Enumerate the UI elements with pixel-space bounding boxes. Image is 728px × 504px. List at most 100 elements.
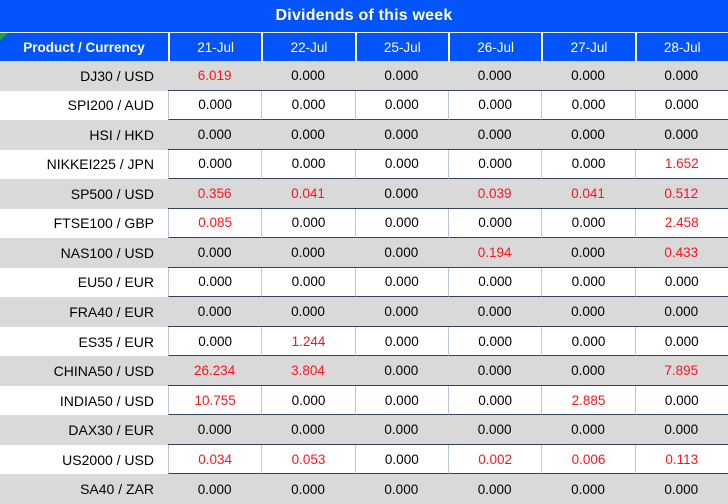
date-header-25-jul[interactable]: 25-Jul [354,33,448,61]
value-cell[interactable]: 0.000 [354,385,448,416]
value-cell[interactable]: 2.885 [541,385,635,416]
value-cell[interactable]: 0.000 [354,297,448,327]
value-cell[interactable]: 0.002 [447,444,542,475]
date-header-22-jul[interactable]: 22-Jul [261,33,354,61]
value-cell[interactable]: 0.000 [447,90,542,121]
product-cell[interactable]: NAS100 / USD [60,244,154,261]
value-cell[interactable]: 0.000 [261,208,355,239]
value-cell[interactable]: 0.000 [261,61,355,91]
product-currency-header[interactable]: Product / Currency [0,33,168,61]
value-cell[interactable]: 0.000 [634,385,728,416]
value-cell[interactable]: 0.000 [354,208,448,239]
product-cell[interactable]: US2000 / USD [62,451,154,468]
value-cell[interactable]: 0.000 [447,120,542,150]
product-cell[interactable]: FTSE100 / GBP [53,215,154,232]
product-cell[interactable]: HSI / HKD [89,126,154,143]
product-cell[interactable]: SPI200 / AUD [67,97,154,114]
value-cell[interactable]: 7.895 [634,356,728,386]
value-cell[interactable]: 0.000 [447,356,542,386]
value-cell[interactable]: 0.000 [354,444,448,475]
value-cell[interactable]: 0.039 [447,179,542,209]
value-cell[interactable]: 0.000 [664,481,699,497]
value-cell[interactable]: 0.034 [168,444,262,475]
value-cell[interactable]: 0.000 [447,208,542,239]
value-cell[interactable]: 0.000 [634,90,728,121]
value-cell[interactable]: 0.433 [634,238,728,268]
value-cell[interactable]: 0.000 [634,267,728,298]
value-cell[interactable]: 0.000 [354,179,448,209]
value-cell[interactable]: 0.000 [354,120,448,150]
value-cell[interactable]: 1.244 [261,326,355,357]
value-cell[interactable]: 0.000 [168,267,262,298]
value-cell[interactable]: 0.000 [477,481,512,497]
value-cell[interactable]: 0.000 [634,415,728,445]
value-cell[interactable]: 0.000 [447,297,542,327]
date-header-28-jul[interactable]: 28-Jul [634,33,728,61]
value-cell[interactable]: 0.000 [354,326,448,357]
value-cell[interactable]: 0.006 [541,444,635,475]
value-cell[interactable]: 0.000 [354,61,448,91]
value-cell[interactable]: 0.000 [634,297,728,327]
value-cell[interactable]: 0.000 [168,415,262,445]
value-cell[interactable]: 0.000 [447,415,542,445]
value-cell[interactable]: 0.000 [541,267,635,298]
value-cell[interactable]: 0.000 [261,149,355,180]
product-cell[interactable]: EU50 / EUR [77,274,154,291]
value-cell[interactable]: 0.000 [291,481,325,497]
value-cell[interactable]: 0.194 [447,238,542,268]
value-cell[interactable]: 0.053 [261,444,355,475]
product-cell[interactable]: INDIA50 / USD [59,392,154,409]
value-cell[interactable]: 0.000 [168,297,262,327]
value-cell[interactable]: 0.000 [634,326,728,357]
value-cell[interactable]: 0.000 [447,385,542,416]
value-cell[interactable]: 0.000 [541,90,635,121]
value-cell[interactable]: 0.000 [168,238,262,268]
value-cell[interactable]: 0.000 [354,90,448,121]
value-cell[interactable]: 0.000 [354,267,448,298]
value-cell[interactable]: 0.000 [541,208,635,239]
value-cell[interactable]: 0.000 [541,297,635,327]
value-cell[interactable]: 0.000 [447,149,542,180]
value-cell[interactable]: 26.234 [168,356,262,386]
value-cell[interactable]: 2.458 [634,208,728,239]
value-cell[interactable]: 10.755 [168,385,262,416]
value-cell[interactable]: 6.019 [168,61,262,91]
value-cell[interactable]: 0.000 [541,238,635,268]
product-cell[interactable]: FRA40 / EUR [69,304,154,321]
product-cell[interactable]: DJ30 / USD [80,67,154,84]
value-cell[interactable]: 0.000 [168,149,262,180]
value-cell[interactable]: 0.512 [634,179,728,209]
value-cell[interactable]: 0.000 [261,238,355,268]
value-cell[interactable]: 0.000 [168,90,262,121]
product-cell[interactable]: DAX30 / EUR [68,422,154,439]
product-cell[interactable]: SP500 / USD [70,185,154,202]
value-cell[interactable]: 0.000 [261,267,355,298]
value-cell[interactable]: 0.000 [168,326,262,357]
date-header-27-jul[interactable]: 27-Jul [541,33,634,61]
product-cell[interactable]: NIKKEI225 / JPN [46,156,154,173]
value-cell[interactable]: 1.652 [634,149,728,180]
value-cell[interactable]: 0.000 [354,238,448,268]
product-cell[interactable]: CHINA50 / USD [53,363,154,380]
value-cell[interactable]: 0.085 [168,208,262,239]
date-header-26-jul[interactable]: 26-Jul [447,33,541,61]
value-cell[interactable]: 0.000 [447,326,542,357]
value-cell[interactable]: 0.000 [261,415,355,445]
value-cell[interactable]: 0.000 [447,61,542,91]
value-cell[interactable]: 0.000 [354,415,448,445]
value-cell[interactable]: 0.000 [541,326,635,357]
product-cell[interactable]: ES35 / EUR [78,333,154,350]
product-cell[interactable]: SA40 / ZAR [80,481,154,498]
value-cell[interactable]: 0.356 [168,179,262,209]
date-header-21-jul[interactable]: 21-Jul [168,33,261,61]
value-cell[interactable]: 0.000 [197,481,232,497]
value-cell[interactable]: 0.000 [168,120,262,150]
value-cell[interactable]: 0.041 [261,179,355,209]
value-cell[interactable]: 0.000 [634,120,728,150]
value-cell[interactable]: 0.000 [261,120,355,150]
value-cell[interactable]: 0.000 [541,61,635,91]
value-cell[interactable]: 0.041 [541,179,635,209]
value-cell[interactable]: 0.000 [384,481,419,497]
value-cell[interactable]: 0.000 [354,149,448,180]
value-cell[interactable]: 0.000 [261,297,355,327]
